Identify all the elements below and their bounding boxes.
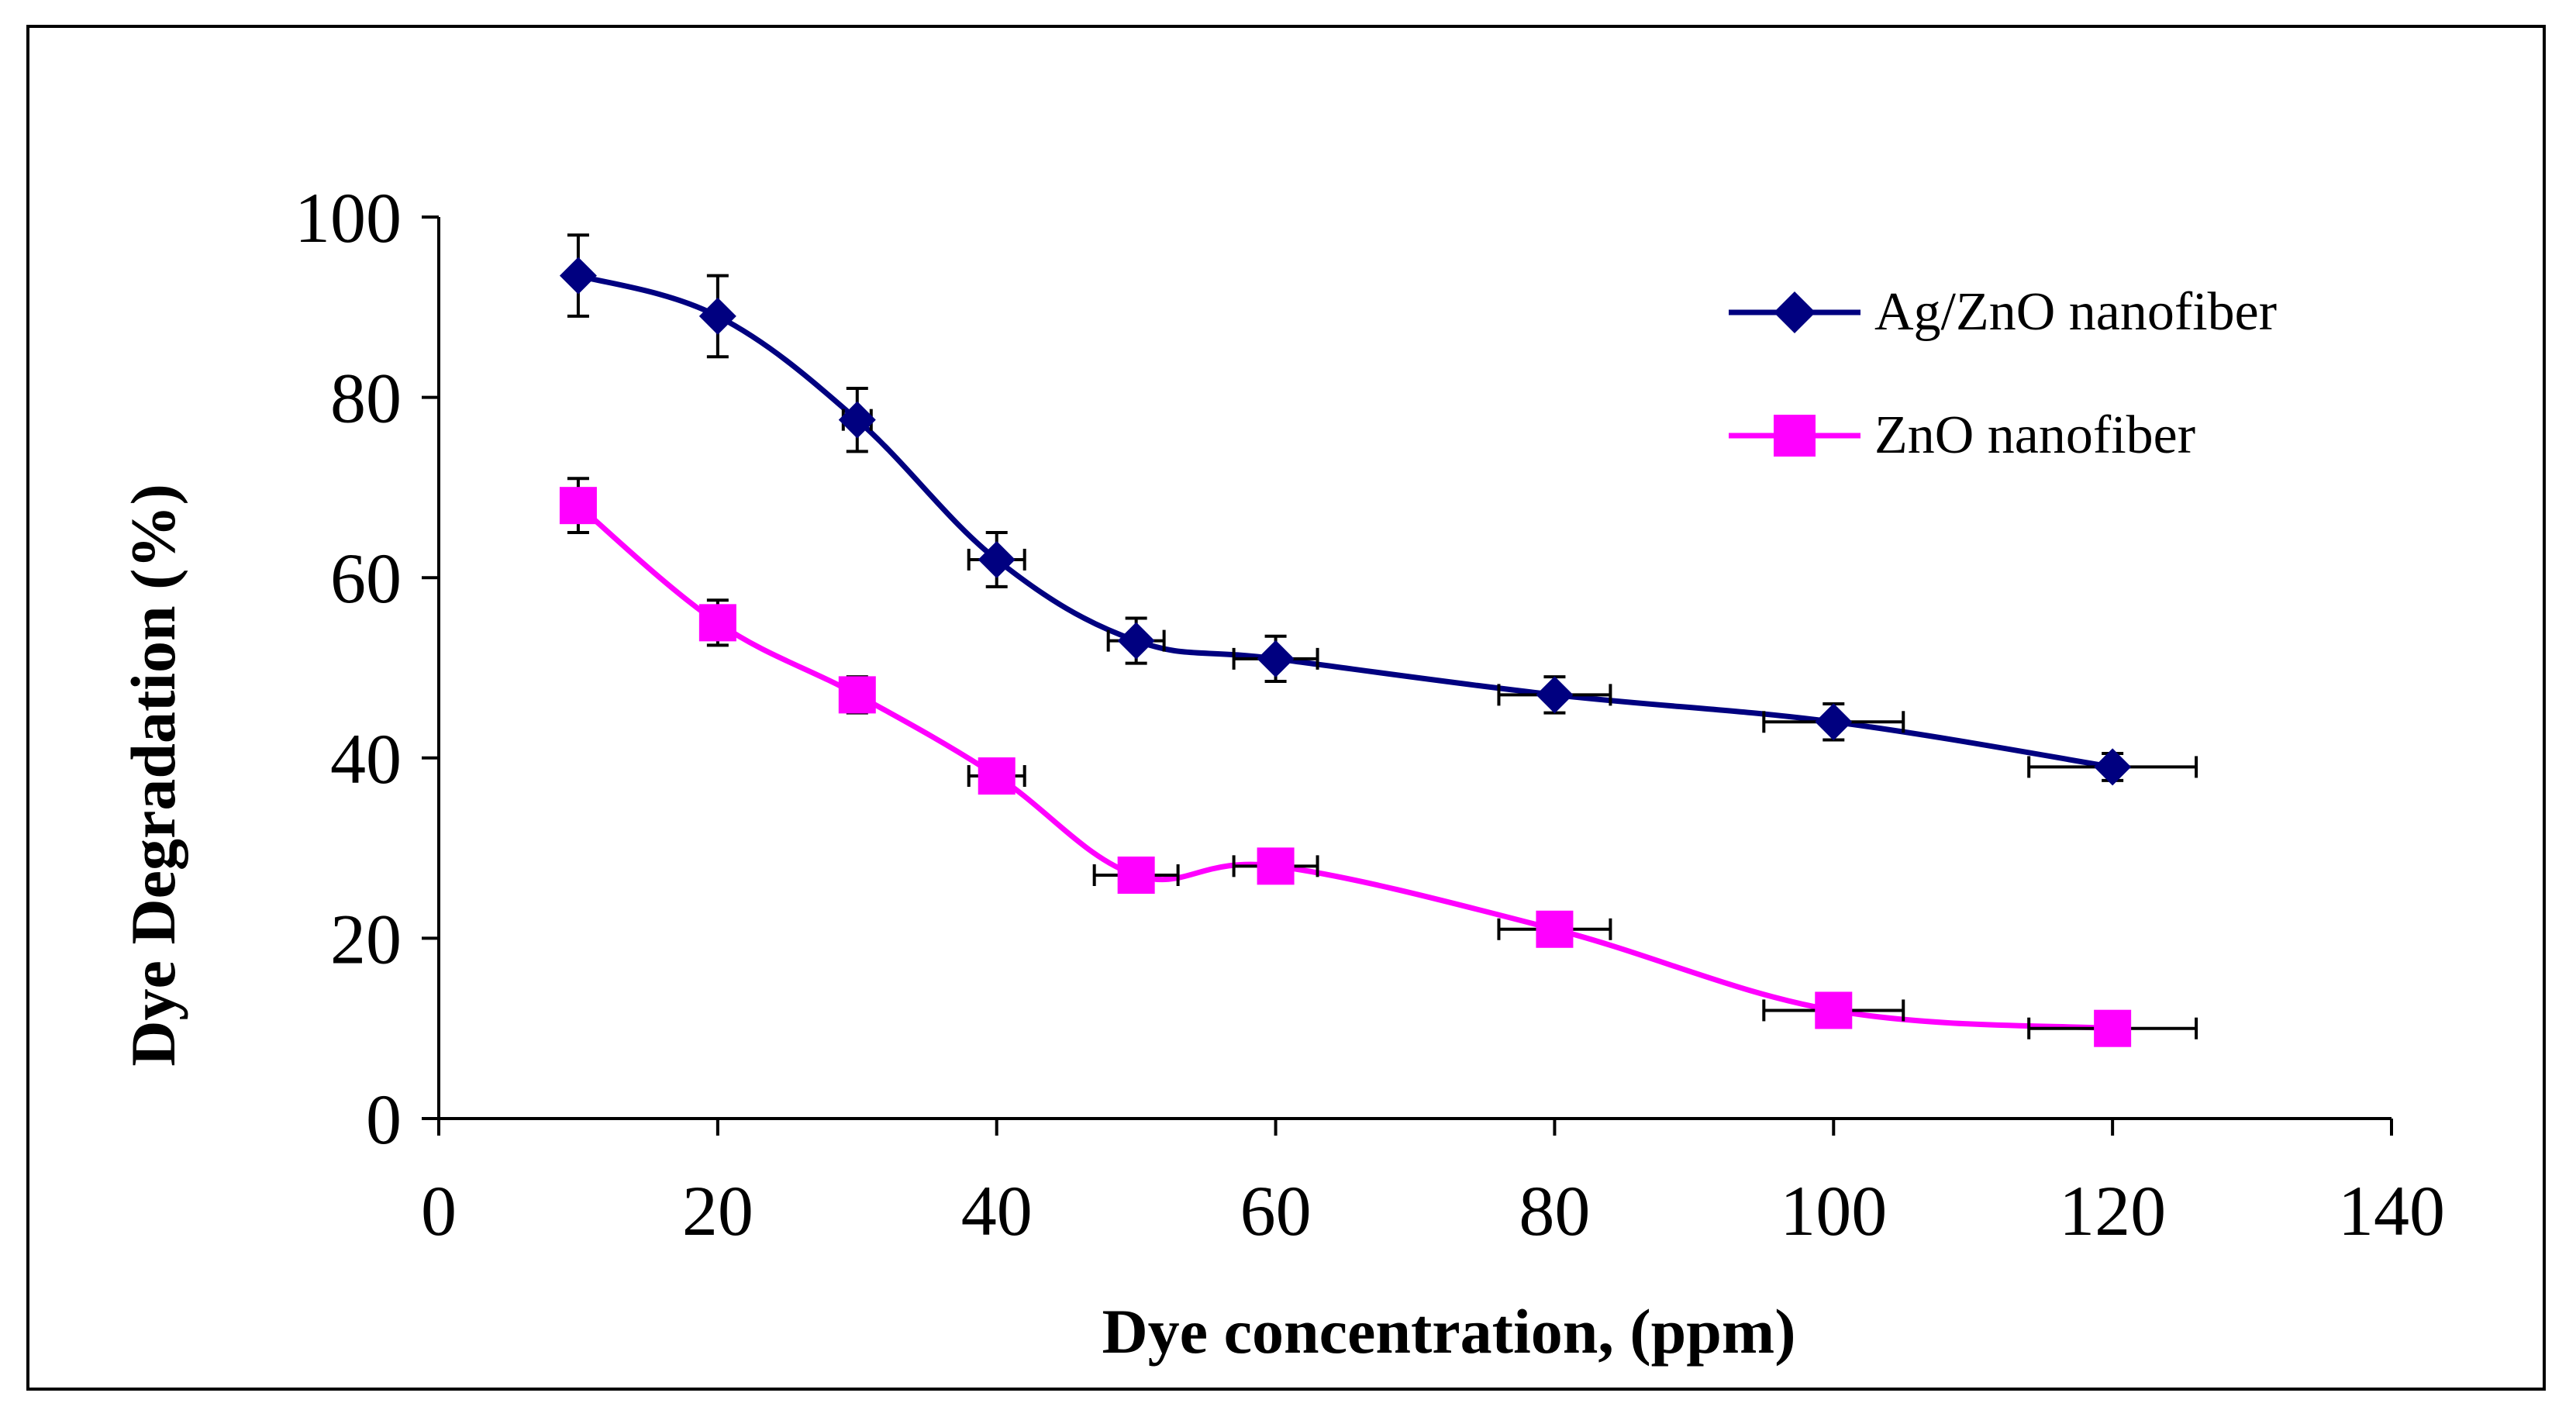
y-tick-label: 80 — [330, 359, 402, 438]
x-tick-label: 60 — [1240, 1171, 1312, 1250]
series-layer — [559, 233, 2198, 1047]
x-tick-label: 80 — [1519, 1171, 1590, 1250]
data-point-square — [1815, 991, 1853, 1029]
data-point-diamond — [698, 297, 736, 335]
x-tick-label: 20 — [682, 1171, 753, 1250]
y-tick-label: 100 — [295, 178, 402, 257]
data-point-diamond — [1536, 676, 1574, 714]
legend-item-zno: ZnO nanofiber — [1729, 405, 2195, 465]
legend-label-ag-zno: Ag/ZnO nanofiber — [1874, 282, 2277, 342]
legend-marker-ag-zno — [1774, 291, 1816, 333]
y-tick-label: 40 — [330, 719, 402, 798]
data-point-square — [838, 676, 876, 714]
data-point-square — [978, 757, 1016, 795]
legend-item-ag-zno: Ag/ZnO nanofiber — [1729, 282, 2277, 342]
data-point-diamond — [838, 401, 876, 439]
data-point-diamond — [559, 257, 597, 295]
data-point-diamond — [1257, 640, 1295, 677]
y-tick-label: 0 — [366, 1080, 402, 1159]
y-tick-label: 60 — [330, 539, 402, 618]
data-point-square — [1257, 847, 1295, 885]
data-point-square — [559, 487, 597, 525]
series-line — [576, 503, 2113, 1032]
data-point-diamond — [1117, 622, 1155, 660]
series-ag-zno — [559, 233, 2198, 786]
data-point-square — [1117, 856, 1155, 894]
data-point-square — [2094, 1009, 2132, 1047]
data-point-diamond — [978, 540, 1016, 578]
series-zno — [559, 477, 2198, 1047]
data-point-diamond — [1815, 703, 1853, 741]
x-tick-label: 140 — [2338, 1171, 2445, 1250]
y-axis-title: Dye Degradation (%) — [118, 484, 188, 1067]
y-tick-label: 20 — [330, 899, 402, 978]
x-tick-label: 40 — [961, 1171, 1033, 1250]
legend-label-zno: ZnO nanofiber — [1874, 405, 2195, 465]
chart-frame — [26, 25, 2546, 1391]
data-point-diamond — [2094, 748, 2132, 786]
x-axis-title: Dye concentration, (ppm) — [1102, 1296, 1795, 1367]
x-tick-label: 120 — [2059, 1171, 2166, 1250]
x-tick-label: 100 — [1780, 1171, 1887, 1250]
data-point-square — [1536, 910, 1574, 948]
data-point-square — [698, 604, 736, 642]
x-tick-label: 0 — [421, 1171, 457, 1250]
series-line — [577, 273, 2113, 770]
legend-marker-zno — [1774, 415, 1816, 457]
legend: Ag/ZnO nanofiber ZnO nanofiber — [1729, 282, 2277, 465]
axes: 0 20 40 60 80 100 120 140 0 20 40 60 80 100 — [295, 178, 2445, 1250]
